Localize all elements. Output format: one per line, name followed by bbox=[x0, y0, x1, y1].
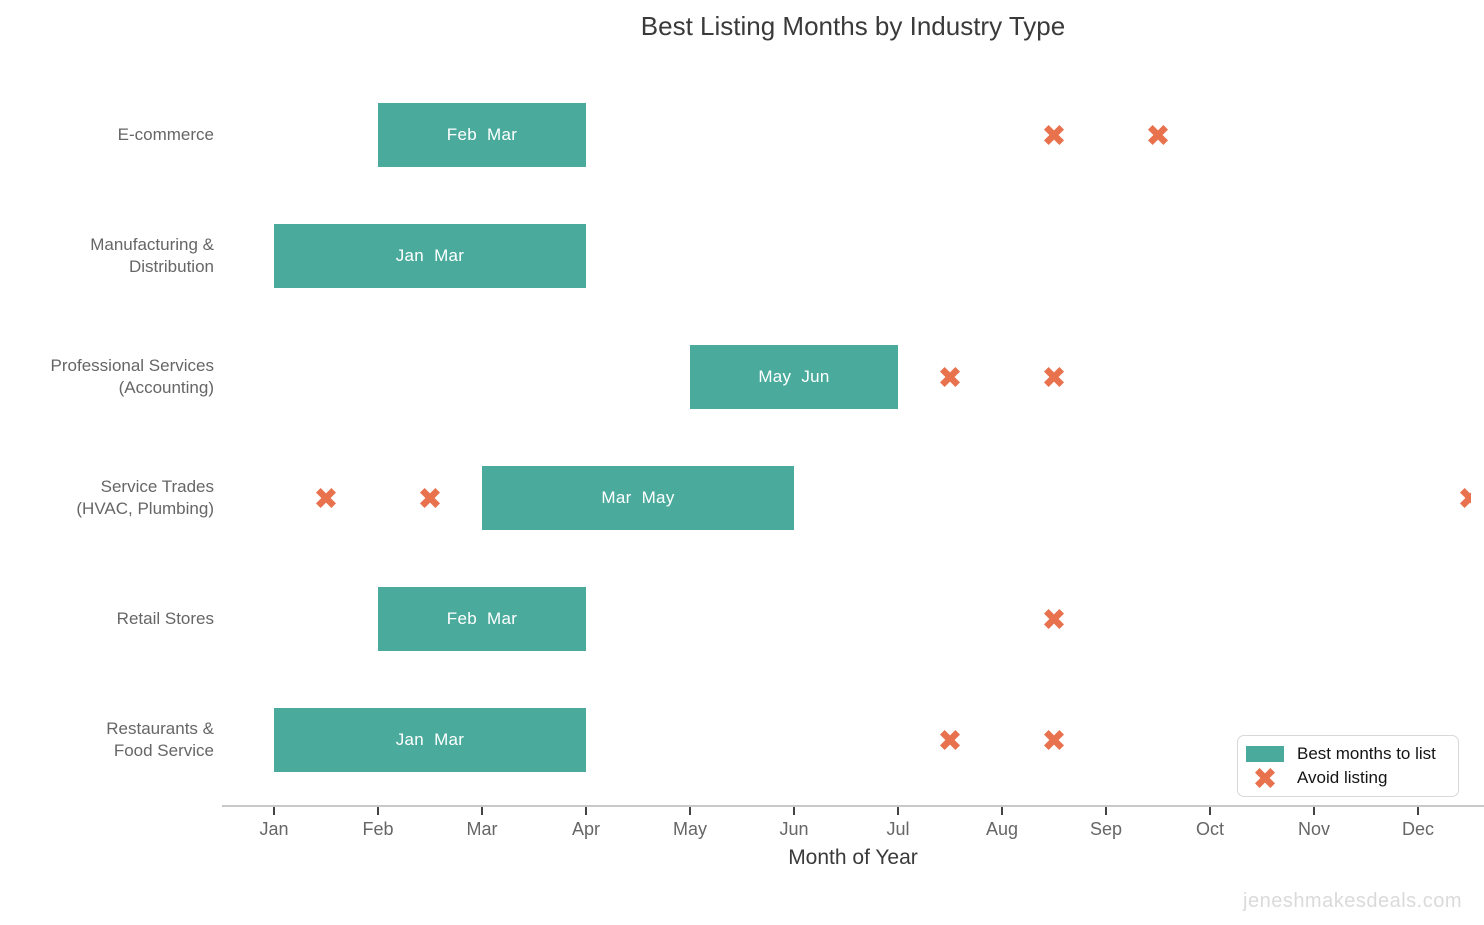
best-months-bar: Feb Mar bbox=[378, 103, 586, 167]
bar-month-range-label: Feb Mar bbox=[446, 125, 518, 144]
bar-month-range-label: May Jun bbox=[758, 367, 830, 386]
x-axis-tick-label: Nov bbox=[1297, 819, 1330, 839]
best-months-bar: Mar May bbox=[482, 466, 794, 530]
avoid-x-marker bbox=[1044, 609, 1064, 629]
bar-month-range-label: Jan Mar bbox=[395, 730, 465, 749]
x-axis-tick-label: Jul bbox=[886, 819, 910, 839]
x-axis-tick bbox=[1313, 807, 1315, 815]
best-months-swatch bbox=[1246, 746, 1284, 762]
industry-label: Service Trades (HVAC, Plumbing) bbox=[76, 477, 214, 518]
x-axis-tick-label: Sep bbox=[1089, 819, 1123, 839]
legend-item-avoid: Avoid listing bbox=[1246, 766, 1448, 790]
avoid-x-marker bbox=[316, 488, 336, 508]
legend-avoid-label: Avoid listing bbox=[1297, 768, 1388, 787]
avoid-x-marker bbox=[1044, 367, 1064, 387]
legend-best-icon-slot bbox=[1246, 746, 1284, 762]
x-axis-tick bbox=[689, 807, 691, 815]
industry-label: E-commerce bbox=[117, 125, 214, 144]
x-axis-tick-label: Jan bbox=[259, 819, 289, 839]
legend: Best months to list Avoid listing bbox=[1237, 735, 1459, 797]
best-months-bar: Jan Mar bbox=[274, 708, 586, 772]
bar-month-range-label: Mar May bbox=[601, 488, 675, 507]
avoid-x-marker bbox=[1460, 488, 1471, 508]
x-axis-tick bbox=[1001, 807, 1003, 815]
industry-label: Manufacturing & Distribution bbox=[90, 235, 214, 276]
x-axis-tick bbox=[585, 807, 587, 815]
best-months-bar: Feb Mar bbox=[378, 587, 586, 651]
x-axis-tick-label: Aug bbox=[985, 819, 1019, 839]
chart-title: Best Listing Months by Industry Type bbox=[640, 11, 1066, 41]
x-axis-tick-label: Feb bbox=[362, 819, 394, 839]
industry-label: Professional Services (Accounting) bbox=[50, 356, 214, 397]
legend-item-best: Best months to list bbox=[1246, 742, 1448, 766]
x-axis-tick bbox=[481, 807, 483, 815]
avoid-x-marker bbox=[940, 730, 960, 750]
legend-best-label: Best months to list bbox=[1297, 744, 1436, 763]
bar-month-range-label: Jan Mar bbox=[395, 246, 465, 265]
x-axis-tick bbox=[273, 807, 275, 815]
x-axis-tick bbox=[897, 807, 899, 815]
legend-avoid-icon-slot bbox=[1246, 768, 1284, 788]
x-axis-tick-label: Apr bbox=[571, 819, 600, 839]
x-axis-line bbox=[222, 805, 1484, 807]
x-axis-tick-label: May bbox=[672, 819, 707, 839]
avoid-x-marker bbox=[1044, 125, 1064, 145]
x-axis-tick-label: Dec bbox=[1401, 819, 1434, 839]
avoid-x-marker bbox=[420, 488, 440, 508]
x-axis-title: Month of Year bbox=[788, 846, 918, 869]
x-axis-tick-label: Jun bbox=[779, 819, 809, 839]
avoid-x-icon bbox=[1255, 768, 1275, 788]
x-axis-tick-label: Oct bbox=[1195, 819, 1224, 839]
industry-label: Retail Stores bbox=[116, 609, 214, 628]
x-axis-tick bbox=[1105, 807, 1107, 815]
best-months-bar: May Jun bbox=[690, 345, 898, 409]
avoid-x-marker bbox=[1148, 125, 1168, 145]
watermark: jeneshmakesdeals.com bbox=[1243, 890, 1462, 912]
x-axis-tick bbox=[1209, 807, 1211, 815]
industry-label: Restaurants & Food Service bbox=[106, 719, 214, 760]
bar-month-range-label: Feb Mar bbox=[446, 609, 518, 628]
avoid-x-marker bbox=[1044, 730, 1064, 750]
x-axis-tick bbox=[377, 807, 379, 815]
best-months-bar: Jan Mar bbox=[274, 224, 586, 288]
x-axis-tick bbox=[1417, 807, 1419, 815]
avoid-x-marker bbox=[940, 367, 960, 387]
x-axis-tick bbox=[793, 807, 795, 815]
x-axis-tick-label: Mar bbox=[466, 819, 498, 839]
